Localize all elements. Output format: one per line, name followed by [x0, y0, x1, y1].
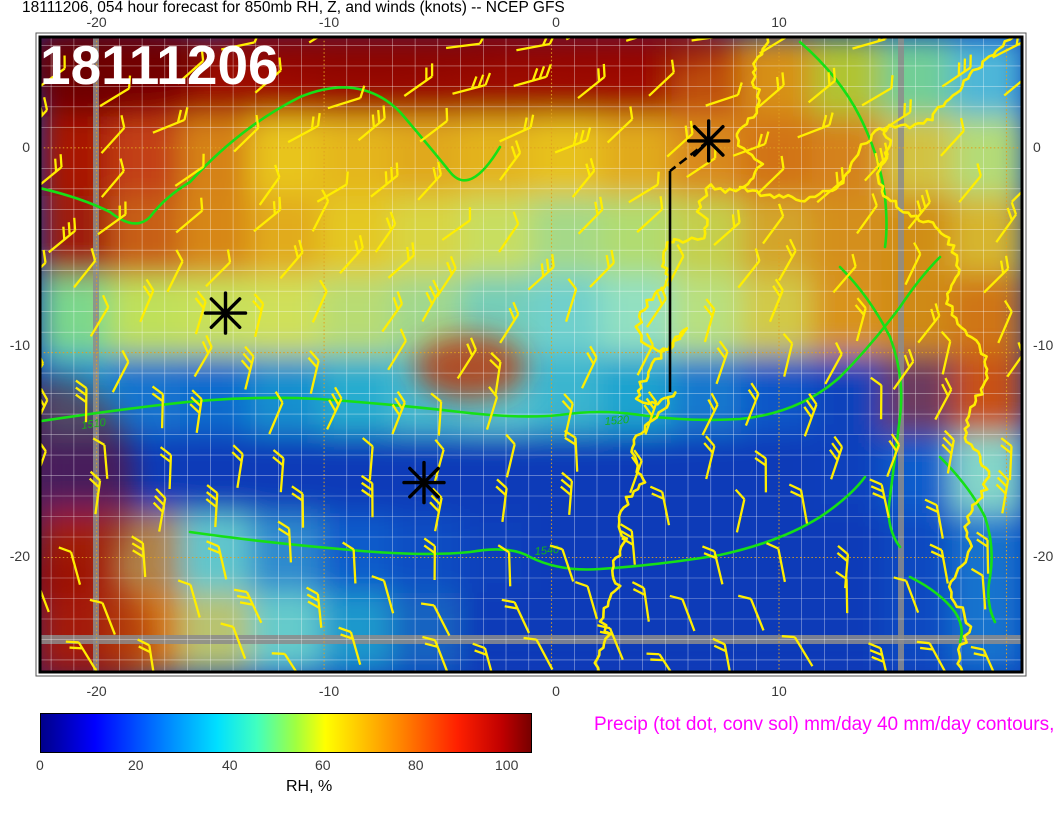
svg-text:10: 10 [771, 683, 787, 699]
svg-text:-10: -10 [319, 683, 339, 699]
svg-text:-20: -20 [10, 548, 30, 564]
svg-text:1540: 1540 [534, 544, 560, 558]
svg-text:-20: -20 [86, 683, 106, 699]
svg-text:0: 0 [552, 683, 560, 699]
svg-text:-10: -10 [10, 337, 30, 353]
svg-text:-10: -10 [319, 14, 339, 30]
svg-text:0: 0 [552, 14, 560, 30]
svg-text:Precip (tot dot, conv sol) mm/: Precip (tot dot, conv sol) mm/day 40 mm/… [594, 714, 1054, 735]
svg-text:-20: -20 [86, 14, 106, 30]
svg-text:-10: -10 [1033, 337, 1053, 353]
svg-text:-20: -20 [1033, 548, 1053, 564]
svg-text:0: 0 [22, 139, 30, 155]
svg-text:10: 10 [771, 14, 787, 30]
svg-text:0: 0 [1033, 139, 1041, 155]
svg-text:18111206: 18111206 [40, 34, 279, 96]
svg-text:1520: 1520 [604, 414, 630, 428]
svg-text:1510: 1510 [81, 417, 108, 432]
